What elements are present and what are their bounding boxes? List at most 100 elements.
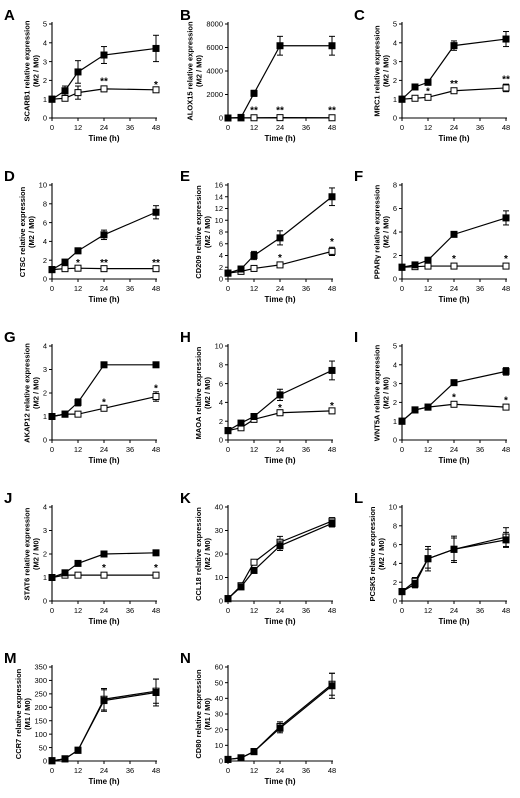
- x-tick-label: 24: [276, 284, 284, 293]
- y-tick-label: 6000: [206, 43, 223, 52]
- x-tick-label: 24: [276, 606, 284, 615]
- y-tick-label: 2: [393, 398, 397, 407]
- y-tick-label: 30: [215, 710, 223, 719]
- x-tick-label: 12: [74, 606, 82, 615]
- x-tick-label: 12: [74, 445, 82, 454]
- y-tick-label: 0: [393, 597, 397, 606]
- series-filled-point: [250, 413, 258, 420]
- x-tick-label: 0: [400, 606, 404, 615]
- series-filled-point: [152, 44, 160, 52]
- series-filled-point: [237, 583, 245, 591]
- series-open-point: [450, 400, 458, 408]
- y-axis-label: CTSC relative expression: [18, 186, 27, 277]
- x-tick-label: 24: [276, 445, 284, 454]
- y-tick-label: 3: [43, 526, 47, 535]
- y-tick-label: 50: [39, 743, 47, 752]
- x-tick-label: 36: [476, 284, 484, 293]
- series-filled-point: [74, 746, 82, 754]
- y-tick-label: 3: [43, 365, 47, 374]
- x-tick-label: 48: [328, 284, 336, 293]
- significance-marker: *: [504, 396, 508, 407]
- x-tick-label: 48: [502, 123, 510, 132]
- x-tick-label: 48: [152, 284, 160, 293]
- series-filled-point: [276, 234, 284, 242]
- y-axis-label: MAOA relative expression: [194, 346, 203, 439]
- x-tick-label: 48: [328, 123, 336, 132]
- y-tick-label: 0: [43, 597, 47, 606]
- x-tick-label: 48: [502, 284, 510, 293]
- y-axis-label: PCSK5 relative expression: [368, 506, 377, 601]
- x-tick-label: 48: [502, 445, 510, 454]
- series-filled-point: [74, 398, 82, 406]
- y-axis-label-ratio: (M2 / M0): [203, 376, 212, 409]
- series-open-point: [61, 94, 69, 102]
- x-axis-label: Time (h): [439, 617, 470, 626]
- series-filled-point: [398, 263, 406, 271]
- series-filled-point: [74, 247, 82, 255]
- series-open-point: [74, 571, 82, 579]
- significance-marker: **: [502, 74, 510, 85]
- series-filled-point: [450, 545, 458, 553]
- y-tick-label: 1: [393, 417, 397, 426]
- series-filled-point: [328, 193, 336, 201]
- significance-marker: **: [100, 76, 108, 87]
- series-open-point: [424, 262, 432, 270]
- y-tick-label: 3: [393, 57, 397, 66]
- panel-letter: A: [4, 7, 15, 24]
- x-tick-label: 48: [152, 123, 160, 132]
- series-open-point: [152, 393, 160, 401]
- y-tick-label: 20: [215, 725, 223, 734]
- series-filled-point: [100, 51, 108, 59]
- y-tick-label: 0: [219, 436, 223, 445]
- y-tick-label: 6: [219, 239, 223, 248]
- y-tick-label: 5: [43, 20, 47, 29]
- x-tick-label: 0: [50, 766, 54, 775]
- series-filled-point: [74, 559, 82, 567]
- series-filled-point: [100, 550, 108, 558]
- significance-marker: **: [328, 105, 336, 116]
- x-tick-label: 48: [152, 445, 160, 454]
- series-filled-point: [250, 566, 258, 574]
- panel-letter: K: [180, 490, 191, 507]
- x-tick-label: 36: [476, 123, 484, 132]
- y-tick-label: 1: [43, 573, 47, 582]
- x-tick-label: 0: [226, 766, 230, 775]
- series-open-point: [100, 571, 108, 579]
- x-tick-label: 48: [152, 606, 160, 615]
- y-axis-label-ratio: (M2 / M0): [194, 54, 203, 87]
- series-filled-point: [152, 361, 160, 369]
- y-tick-label: 20: [215, 550, 223, 559]
- x-axis-label: Time (h): [265, 134, 296, 143]
- x-tick-label: 0: [400, 445, 404, 454]
- series-filled-point: [502, 367, 510, 375]
- series-filled-point: [61, 410, 69, 418]
- significance-marker: *: [452, 254, 456, 265]
- y-tick-label: 5: [393, 342, 397, 351]
- series-open-point: [152, 86, 160, 94]
- x-tick-label: 0: [50, 123, 54, 132]
- x-tick-label: 36: [476, 606, 484, 615]
- series-filled-point: [328, 366, 336, 374]
- y-tick-label: 0: [43, 757, 47, 766]
- x-tick-label: 12: [424, 284, 432, 293]
- x-axis-label: Time (h): [265, 295, 296, 304]
- series-filled-point: [328, 42, 336, 50]
- y-tick-label: 12: [215, 204, 223, 213]
- series-filled-point: [48, 757, 56, 765]
- series-filled-point: [411, 580, 419, 588]
- series-filled-point: [48, 266, 56, 274]
- x-tick-label: 24: [100, 445, 108, 454]
- x-tick-label: 36: [126, 123, 134, 132]
- x-axis-label: Time (h): [89, 617, 120, 626]
- series-filled-point: [152, 689, 160, 697]
- y-tick-label: 0: [219, 757, 223, 766]
- y-tick-label: 10: [215, 216, 223, 225]
- series-open-point: [74, 264, 82, 272]
- x-tick-label: 36: [302, 284, 310, 293]
- x-tick-label: 0: [226, 445, 230, 454]
- y-tick-label: 2: [43, 256, 47, 265]
- y-axis-label: WNT5A relative expression: [373, 344, 382, 441]
